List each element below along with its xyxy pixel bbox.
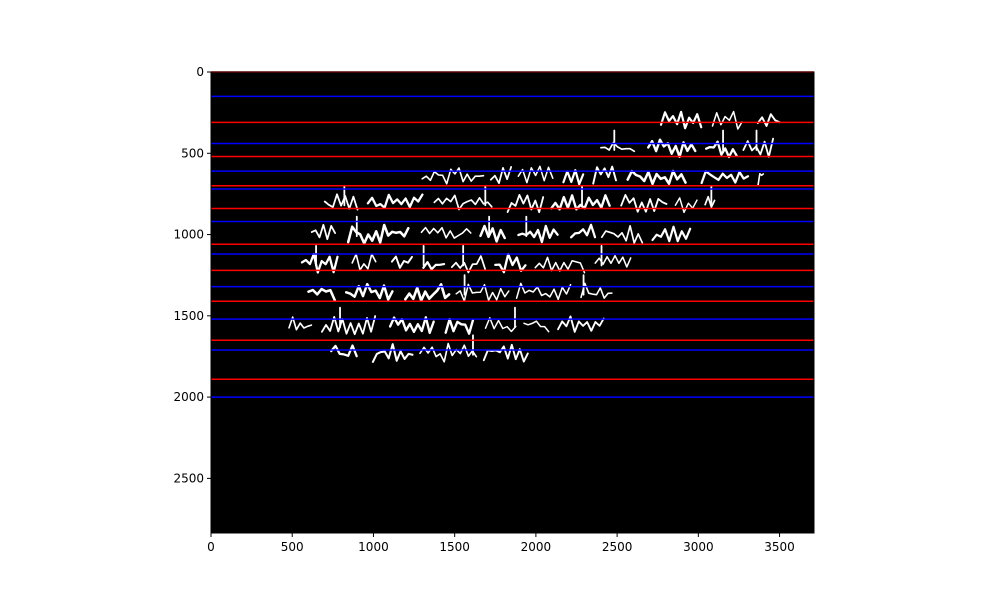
ink-stroke — [310, 223, 336, 241]
ink-stroke — [444, 318, 475, 335]
ink-stroke — [517, 224, 559, 244]
ink-stroke — [523, 320, 550, 333]
ink-stroke — [344, 282, 394, 301]
ink-stroke — [422, 261, 446, 271]
ink-stroke — [557, 315, 605, 333]
ink-stroke — [600, 141, 636, 153]
x-tick-label: 3500 — [764, 540, 795, 554]
ink-stroke — [659, 110, 703, 130]
ink-stroke — [651, 225, 692, 243]
ink-stroke — [704, 140, 738, 159]
ink-stroke — [756, 113, 781, 127]
ink-stroke — [489, 166, 513, 185]
ink-stroke — [515, 282, 572, 301]
ink-stroke — [450, 255, 486, 274]
ink-stroke — [323, 193, 359, 211]
ink-stroke — [433, 194, 493, 211]
ink-stroke — [455, 283, 510, 302]
ink-stroke — [346, 223, 410, 245]
ink-stroke — [330, 344, 358, 358]
ink-stroke — [600, 224, 644, 244]
x-tick-label: 1000 — [358, 540, 389, 554]
x-tick-label: 2500 — [602, 540, 633, 554]
y-tick-label: 1000 — [173, 228, 204, 242]
ink-stroke — [307, 287, 337, 302]
ink-stroke — [550, 194, 611, 211]
y-tick-label: 2000 — [173, 390, 204, 404]
ink-stroke — [569, 223, 597, 239]
x-tick-label: 500 — [281, 540, 304, 554]
ink-stroke — [366, 193, 424, 209]
ink-stroke — [494, 252, 527, 274]
x-tick-label: 2000 — [521, 540, 552, 554]
ink-stroke — [620, 193, 668, 213]
y-tick-label: 0 — [196, 65, 204, 79]
ink-stroke — [320, 315, 377, 336]
ink-stroke — [646, 138, 697, 159]
ink-stroke — [300, 252, 339, 274]
y-tick-label: 2500 — [173, 471, 204, 485]
plot-frame — [210, 71, 815, 534]
x-axis: 0 500 1000 1500 2000 2500 3000 3500 — [207, 533, 795, 554]
ink-stroke — [420, 226, 472, 239]
y-tick-label: 500 — [181, 146, 204, 160]
line-markers — [211, 71, 814, 398]
ink-stroke — [388, 316, 435, 335]
x-tick-label: 0 — [207, 540, 215, 554]
plot-area — [211, 72, 814, 533]
x-tick-label: 3000 — [683, 540, 714, 554]
ink-stroke — [288, 316, 313, 331]
ink-stroke — [562, 169, 585, 186]
y-axis: 0 500 1000 1500 2000 2500 — [173, 65, 211, 485]
ink-stroke — [711, 110, 743, 130]
x-tick-label: 1500 — [439, 540, 470, 554]
ink-stroke — [704, 195, 716, 209]
manuscript-image — [288, 110, 781, 363]
ink-stroke — [592, 165, 617, 185]
ink-stroke — [479, 224, 506, 243]
ink-stroke — [626, 169, 687, 186]
ink-stroke — [390, 255, 413, 269]
ink-stroke — [482, 343, 529, 363]
ink-stroke — [742, 137, 775, 158]
ink-stroke — [506, 193, 545, 214]
ink-stroke — [757, 173, 765, 186]
y-tick-label: 1500 — [173, 309, 204, 323]
ink-stroke — [419, 342, 478, 363]
ink-stroke — [700, 170, 750, 185]
ink-stroke — [371, 343, 414, 363]
